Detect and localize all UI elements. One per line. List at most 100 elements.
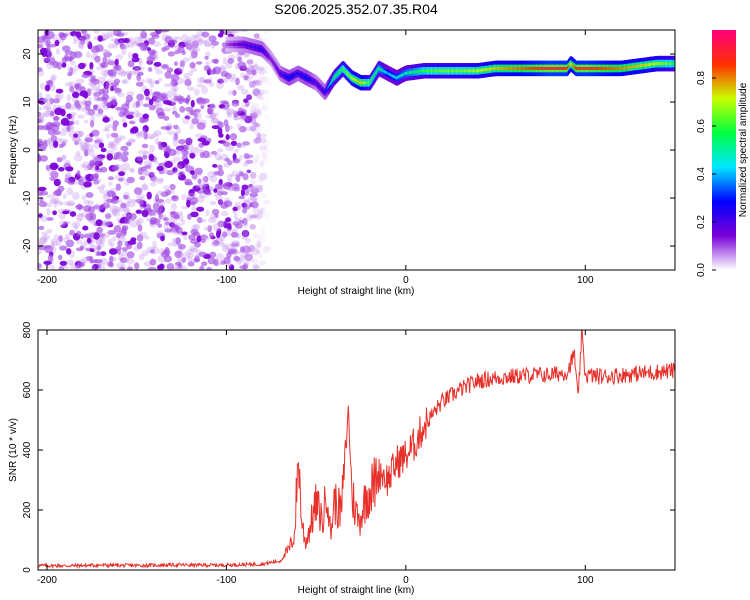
spectrogram-noise-cell [122,208,131,213]
spectrogram-noise-cell [50,135,58,142]
spectrogram-noise-cell [149,182,157,187]
spectrogram-noise-cell [244,238,252,244]
spectrogram-noise-cell [117,92,125,98]
spectrogram-noise-cell [225,124,230,133]
spectrogram-noise-cell [241,236,249,240]
spectrogram-noise-cell [266,117,273,125]
spectrogram-ridge-core [672,62,675,66]
spectrogram-noise-cell [174,250,182,258]
spectrogram-noise-cell [126,267,134,270]
spectrogram-noise-cell [256,132,262,139]
spectrogram-noise-cell [81,73,90,79]
spectrogram-noise-cell [95,169,103,174]
spectrogram-noise-cell [219,64,226,71]
spectrogram-noise-cell [89,62,94,70]
spectrogram-ridge-core [532,67,535,70]
spectrogram-noise-cell [140,203,147,208]
spectrogram-noise-cell [139,176,146,181]
spectrogram-noise-cell [48,43,57,48]
x-tick-label: -100 [216,575,236,586]
spectrogram-noise-cell [244,253,253,261]
spectrogram-noise-cell [50,124,60,132]
spectrogram-noise-cell [191,117,199,125]
spectrogram-noise-cell [107,261,113,267]
spectrogram-noise-cell [256,240,262,249]
spectrogram-noise-cell [148,98,154,106]
spectrogram-noise-cell [238,220,245,224]
spectrogram-noise-cell [197,195,205,203]
spectrogram-noise-cell [205,114,215,119]
spectrogram-noise-cell [172,138,178,147]
spectrogram-noise-cell [184,76,192,81]
spectrogram-noise-cell [77,114,85,119]
spectrogram-noise-cell [263,127,272,135]
colorbar-tick-label: 0.4 [696,167,707,181]
spectrogram-noise-cell [212,67,217,75]
spectrogram-ridge-core [273,61,275,65]
spectrogram-noise-cell [237,61,247,69]
spectrogram-noise-cell [174,169,181,175]
spectrogram-noise-cell [117,150,123,155]
spectrogram-noise-cell [47,194,55,199]
spectrogram-noise-cell [117,240,123,247]
spectrogram-noise-cell [96,185,102,190]
spectrogram-noise-cell [232,116,240,121]
spectrogram-noise-cell [146,217,151,222]
spectrogram-noise-cell [58,130,68,136]
spectrogram-ridge-core [500,67,502,70]
spectrogram-noise-cell [190,149,197,153]
spectrogram-noise-cell [178,174,186,181]
spectrogram-noise-cell [260,133,267,138]
spectrogram-noise-cell [166,90,174,98]
spectrogram-noise-cell [203,188,210,193]
spectrogram-noise-cell [87,41,93,50]
spectrogram-noise-cell [232,187,241,192]
spectrogram-noise-cell [260,36,269,43]
spectrogram-noise-cell [213,58,219,64]
spectrogram-noise-cell [100,183,106,190]
spectrogram-noise-cell [81,257,90,263]
spectrogram-noise-cell [93,91,102,97]
spectrogram-noise-cell [204,51,211,58]
spectrogram-noise-cell [115,136,123,142]
spectrogram-noise-cell [222,231,228,238]
spectrogram-noise-cell [77,217,82,223]
spectrogram-noise-cell [208,35,217,43]
spectrogram-noise-cell [74,140,79,146]
spectrogram-noise-cell [158,77,163,82]
spectrogram-noise-cell [98,142,105,149]
spectrogram-noise-cell [223,30,232,36]
spectrogram-noise-cell [85,192,94,198]
spectrogram-ridge-core [662,62,665,66]
spectrogram-noise-cell [257,183,266,191]
snr-plot-area [38,330,675,570]
spectrogram-noise-cell [246,256,251,262]
spectrogram-noise-cell [51,197,60,204]
spectrogram-noise-cell [202,182,210,187]
spectrogram-noise-cell [217,168,224,177]
spectrogram-noise-cell [178,139,186,145]
spectrogram-noise-cell [113,65,120,70]
spectrogram-noise-cell [197,77,205,84]
spectrogram-noise-cell [261,205,267,211]
spectrogram-noise-cell [199,265,205,270]
spectrogram-noise-cell [207,171,216,178]
spectrogram-noise-cell [70,262,75,270]
spectrogram-noise-cell [266,170,274,178]
spectrogram-noise-cell [139,43,149,52]
colorbar-tick-label: 0.6 [696,119,707,133]
spectrogram-noise-cell [251,263,260,270]
spectrogram-noise-cell [80,106,87,112]
spectrogram-noise-cell [168,39,178,44]
spectrogram-noise-cell [146,191,152,200]
spectrogram-noise-cell [194,88,200,96]
spectrogram-noise-cell [155,103,163,108]
spectrogram-noise-cell [209,82,215,87]
spectrogram-noise-cell [122,79,129,84]
spectrogram-noise-cell [242,217,248,226]
spectrogram-ridge-core [651,62,654,66]
spectrogram-noise-cell [243,189,250,196]
spectrogram-noise-cell [49,84,56,91]
spectrogram-noise-cell [110,198,119,205]
spectrogram-noise-cell [166,263,175,270]
